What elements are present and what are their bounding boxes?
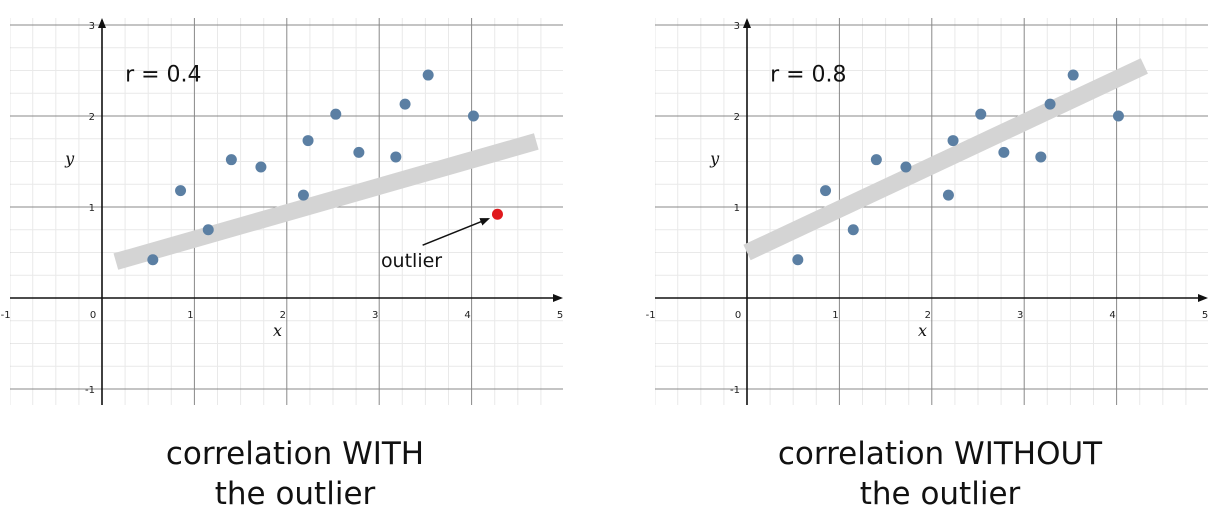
y-tick-label: -1 xyxy=(85,385,95,396)
data-point xyxy=(942,189,954,201)
x-tick-label: 4 xyxy=(1109,310,1115,321)
y-tick-label: 1 xyxy=(734,203,740,214)
data-point xyxy=(1067,69,1079,81)
data-point xyxy=(900,161,912,173)
x-axis-label: x xyxy=(273,321,282,340)
data-point xyxy=(998,146,1010,158)
trend-line xyxy=(113,133,539,270)
chart-panel-with-outlier: -1 0 1 2 3 4 5 -1 1 2 3 x y outlier r = 0.4 correlatio… xyxy=(0,0,590,512)
data-point xyxy=(870,154,882,166)
data-point xyxy=(225,154,237,166)
outlier-arrow xyxy=(422,218,491,246)
data-point xyxy=(390,151,402,163)
scatter-chart-with-outlier: -1 0 1 2 3 4 5 -1 1 2 3 x y outlier r = 0.4 xyxy=(1,18,563,405)
y-tick-label: 2 xyxy=(734,112,740,123)
caption-line-1: correlation WITHOUT xyxy=(777,436,1103,472)
data-point xyxy=(975,108,987,120)
x-tick-label: 3 xyxy=(372,310,378,321)
x-tick-label: 5 xyxy=(1202,310,1208,321)
data-point xyxy=(297,189,309,201)
chart-caption: correlation WITH the outlier xyxy=(0,434,590,514)
data-point xyxy=(1035,151,1047,163)
data-point xyxy=(467,110,479,122)
data-point xyxy=(175,185,187,197)
data-point xyxy=(330,108,342,120)
x-tick-label: -1 xyxy=(1,310,11,321)
chart-caption: correlation WITHOUT the outlier xyxy=(645,434,1210,514)
x-tick-label: 1 xyxy=(832,310,838,321)
data-point xyxy=(1044,98,1056,110)
x-tick-label: -1 xyxy=(646,310,656,321)
data-point xyxy=(422,69,434,81)
grid xyxy=(10,18,563,405)
outlier-point xyxy=(491,208,503,220)
y-tick-label: 1 xyxy=(89,203,95,214)
correlation-annotation: r = 0.8 xyxy=(770,62,846,87)
y-axis-label: y xyxy=(709,149,720,168)
y-axis-label: y xyxy=(64,149,75,168)
y-tick-label: -1 xyxy=(730,385,740,396)
y-tick-label: 3 xyxy=(89,21,95,32)
y-tick-label: 2 xyxy=(89,112,95,123)
data-point xyxy=(399,98,411,110)
x-tick-label: 2 xyxy=(280,310,286,321)
x-tick-label: 3 xyxy=(1017,310,1023,321)
x-tick-label: 0 xyxy=(90,310,96,321)
correlation-annotation: r = 0.4 xyxy=(125,62,201,87)
caption-line-2: the outlier xyxy=(214,476,376,512)
data-point xyxy=(302,135,314,147)
data-point xyxy=(820,185,832,197)
x-tick-label: 5 xyxy=(557,310,563,321)
data-point xyxy=(353,146,365,158)
data-point xyxy=(202,224,214,236)
caption-line-1: correlation WITH xyxy=(165,436,425,472)
scatter-chart-without-outlier: -1 0 1 2 3 4 5 -1 1 2 3 x y r = 0.8 xyxy=(646,18,1208,405)
data-point xyxy=(255,161,267,173)
x-tick-label: 2 xyxy=(925,310,931,321)
grid xyxy=(655,18,1208,405)
x-axis-label: x xyxy=(918,321,927,340)
data-point xyxy=(147,254,159,266)
x-tick-label: 1 xyxy=(187,310,193,321)
caption-line-2: the outlier xyxy=(859,476,1021,512)
y-tick-label: 3 xyxy=(734,21,740,32)
trend-line xyxy=(743,58,1148,261)
data-point xyxy=(947,135,959,147)
chart-panel-without-outlier: -1 0 1 2 3 4 5 -1 1 2 3 x y r = 0.8 correlation WITHO… xyxy=(645,0,1210,512)
outlier-label: outlier xyxy=(381,250,442,272)
x-tick-label: 4 xyxy=(464,310,470,321)
data-point xyxy=(847,224,859,236)
data-point xyxy=(792,254,804,266)
data-point xyxy=(1112,110,1124,122)
x-tick-label: 0 xyxy=(735,310,741,321)
